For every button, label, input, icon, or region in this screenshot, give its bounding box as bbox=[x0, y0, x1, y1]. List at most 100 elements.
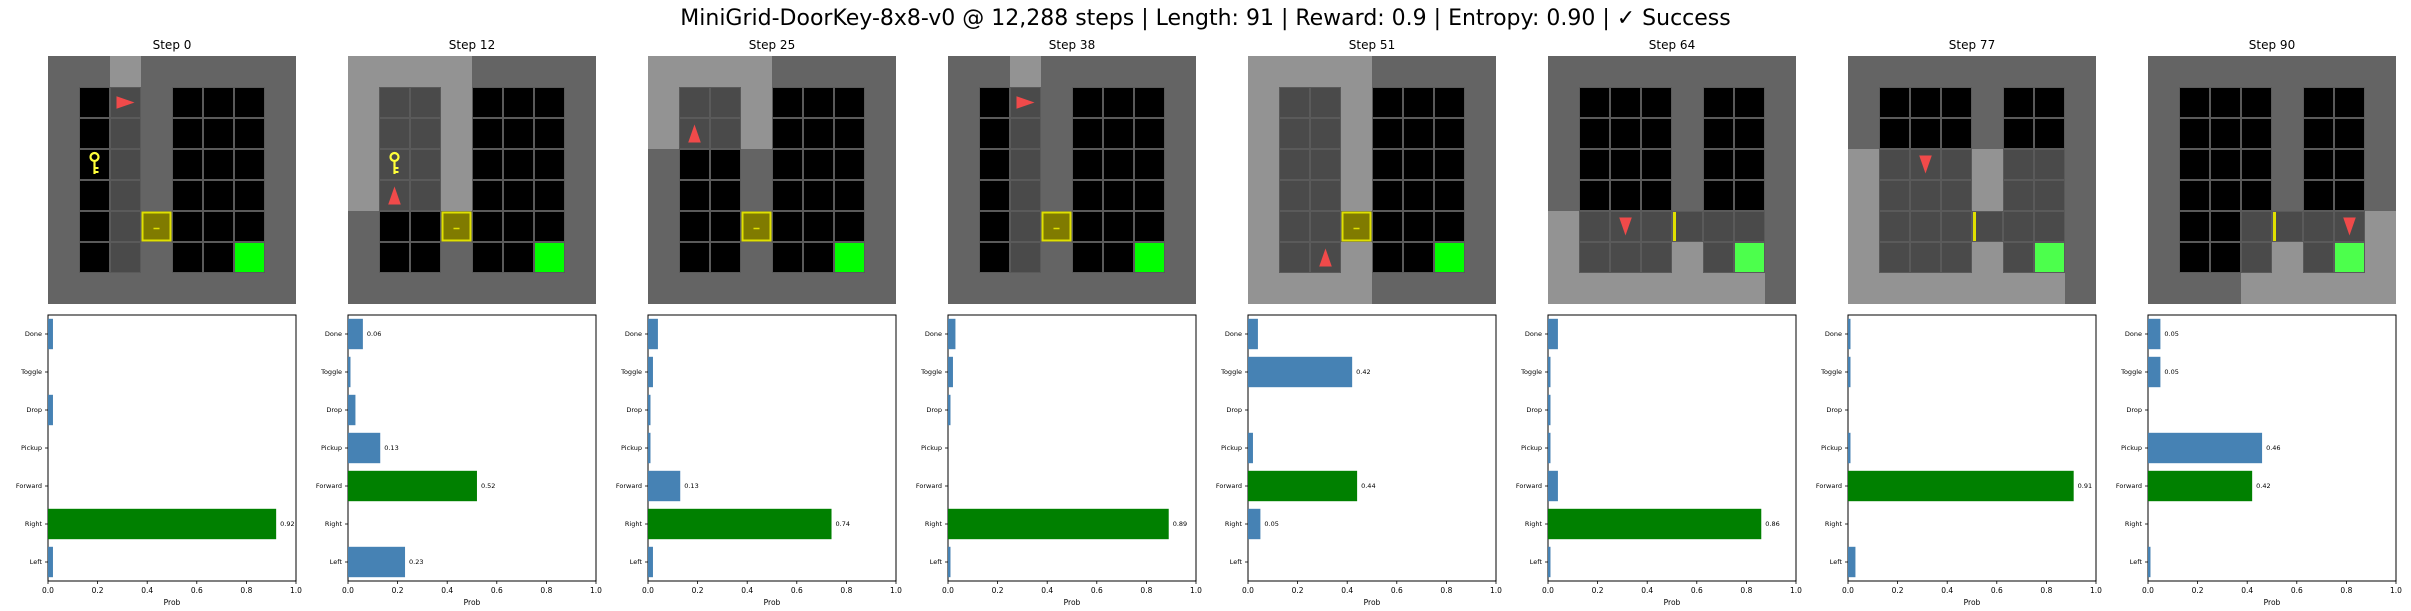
wall-cell bbox=[1165, 56, 1196, 87]
bar-toggle bbox=[348, 356, 351, 388]
y-tick-label: Left bbox=[1530, 558, 1543, 566]
grid-line bbox=[1579, 211, 1610, 242]
wall-cell bbox=[141, 273, 172, 304]
bar-drop bbox=[648, 394, 651, 426]
floor-cell bbox=[1310, 118, 1341, 149]
grid-line bbox=[2241, 242, 2272, 273]
floor-cell bbox=[1579, 149, 1610, 180]
floor-cell bbox=[203, 149, 234, 180]
door-locked bbox=[141, 211, 172, 242]
floor-cell bbox=[2241, 180, 2272, 211]
grid-line bbox=[110, 242, 141, 273]
wall-cell bbox=[1465, 87, 1496, 118]
bar-drop bbox=[948, 394, 951, 426]
grid-line bbox=[172, 242, 203, 273]
bar-done bbox=[948, 318, 956, 350]
door-open bbox=[2273, 212, 2276, 241]
wall-cell bbox=[234, 56, 265, 87]
y-tick-label: Forward bbox=[1816, 482, 1842, 490]
wall-cell bbox=[2148, 149, 2179, 180]
wall-cell bbox=[348, 56, 379, 87]
y-tick-label: Drop bbox=[2126, 406, 2142, 414]
floor-cell bbox=[410, 211, 441, 242]
grid-line bbox=[534, 180, 565, 211]
floor-cell bbox=[1279, 211, 1310, 242]
grid-line bbox=[2210, 87, 2241, 118]
wall-cell bbox=[1941, 273, 1972, 304]
wall-cell bbox=[1848, 56, 1879, 87]
x-tick-label: 0.8 bbox=[2040, 586, 2052, 595]
wall-cell bbox=[1341, 87, 1372, 118]
floor-cell bbox=[172, 149, 203, 180]
grid-line bbox=[410, 87, 441, 118]
grid-line bbox=[1372, 242, 1403, 273]
wall-cell bbox=[648, 87, 679, 118]
wall-cell bbox=[1610, 56, 1641, 87]
y-tick-label: Forward bbox=[16, 482, 42, 490]
floor-cell bbox=[979, 211, 1010, 242]
wall-cell bbox=[1248, 149, 1279, 180]
floor-cell bbox=[1610, 118, 1641, 149]
wall-cell bbox=[1248, 273, 1279, 304]
axes-frame bbox=[1547, 314, 1797, 582]
grid-line bbox=[1734, 149, 1765, 180]
floor-cell bbox=[2303, 87, 2334, 118]
wall-cell bbox=[79, 273, 110, 304]
floor-cell bbox=[1134, 211, 1165, 242]
grid-line bbox=[2210, 180, 2241, 211]
goal-tile bbox=[235, 243, 264, 272]
wall-cell bbox=[141, 118, 172, 149]
wall-cell bbox=[2003, 273, 2034, 304]
wall-cell bbox=[1972, 56, 2003, 87]
wall-cell bbox=[2148, 273, 2179, 304]
floor-cell bbox=[1403, 87, 1434, 118]
grid-line bbox=[803, 149, 834, 180]
floor-cell bbox=[1310, 149, 1341, 180]
floor-cell bbox=[2241, 149, 2272, 180]
floor-cell bbox=[2034, 149, 2065, 180]
grid-line bbox=[979, 118, 1010, 149]
agent-triangle bbox=[116, 96, 135, 109]
grid-line bbox=[1703, 242, 1734, 273]
floor-cell bbox=[710, 211, 741, 242]
grid-line bbox=[1579, 87, 1610, 118]
floor-cell bbox=[1641, 149, 1672, 180]
x-axis-label: Prob bbox=[1064, 598, 1081, 607]
floor-cell bbox=[410, 87, 441, 118]
grid-line bbox=[1579, 180, 1610, 211]
grid-line bbox=[1941, 242, 1972, 273]
floor-cell bbox=[1941, 87, 1972, 118]
floor-cell bbox=[472, 180, 503, 211]
wall-cell bbox=[1165, 180, 1196, 211]
action-prob-chart: Left Right 0.05 Forward 0.44 Pickup Drop Toggle… bbox=[1216, 314, 1502, 607]
grid-line bbox=[1972, 211, 2003, 242]
grid-line bbox=[1610, 211, 1641, 242]
y-tick-label: Done bbox=[1525, 330, 1542, 338]
wall-cell bbox=[1848, 87, 1879, 118]
grid-line bbox=[1134, 118, 1165, 149]
floor-cell bbox=[803, 87, 834, 118]
grid-line bbox=[1279, 211, 1310, 242]
y-tick-label: Drop bbox=[26, 406, 42, 414]
floor-cell bbox=[1279, 180, 1310, 211]
x-tick-label: 0.2 bbox=[992, 586, 1004, 595]
wall-cell bbox=[865, 149, 896, 180]
goal-tile bbox=[835, 243, 864, 272]
goal-tile bbox=[535, 243, 564, 272]
grid-line bbox=[1310, 118, 1341, 149]
step-panel: Step 77 Left Right Forward 0.91 Pickup Drop Tog… bbox=[1816, 0, 2148, 611]
wall-cell bbox=[648, 149, 679, 180]
x-tick-label: 0.8 bbox=[1140, 586, 1152, 595]
wall-cell bbox=[441, 149, 472, 180]
floor-cell bbox=[503, 87, 534, 118]
floor-cell bbox=[1310, 180, 1341, 211]
bar-forward bbox=[1848, 470, 2074, 502]
bar-value-label: 0.92 bbox=[280, 520, 294, 528]
wall-cell bbox=[203, 273, 234, 304]
wall-cell bbox=[948, 149, 979, 180]
floor-cell bbox=[1279, 242, 1310, 273]
wall-cell bbox=[265, 180, 296, 211]
wall-cell bbox=[1548, 56, 1579, 87]
x-tick-label: 0.4 bbox=[1041, 586, 1053, 595]
floor-cell bbox=[1734, 211, 1765, 242]
